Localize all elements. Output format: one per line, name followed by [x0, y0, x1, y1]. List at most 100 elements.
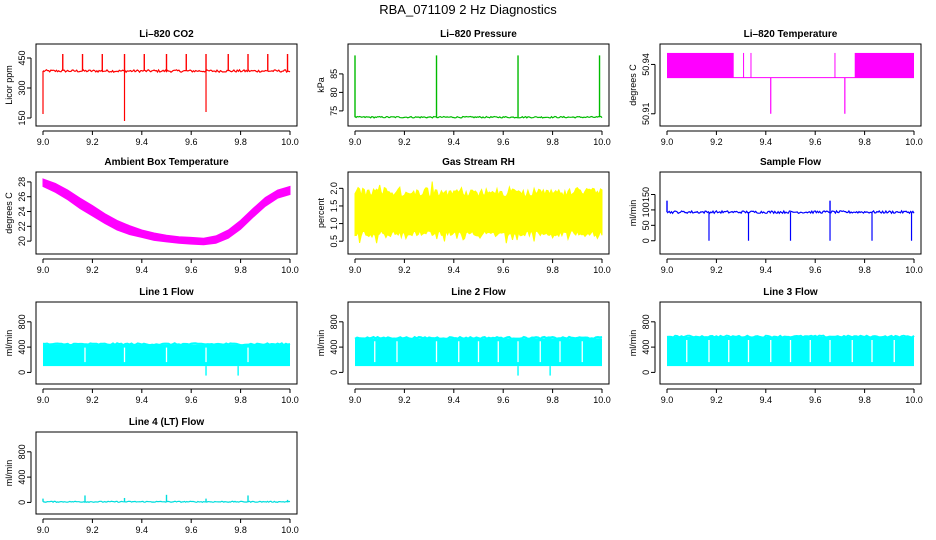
y-axis-label: percent [316, 197, 326, 228]
x-tick-label: 9.8 [858, 137, 871, 147]
x-tick-label: 9.4 [760, 395, 773, 405]
panel-title: Sample Flow [760, 157, 821, 168]
y-tick-label: 400 [329, 340, 339, 355]
x-tick-label: 9.6 [809, 137, 822, 147]
x-axis: 9.0 9.2 9.4 9.6 9.8 10.0 [661, 130, 923, 147]
x-tick-label: 9.8 [234, 137, 247, 147]
panel-3: Li–820 Temperature 9.0 9.2 9.4 9.6 9.8 10.0 50.… [628, 29, 923, 147]
x-tick-label: 9.4 [136, 137, 149, 147]
series-line [666, 209, 915, 215]
panel-8: Line 2 Flow 9.0 9.2 9.4 9.6 9.8 10.0 0 400 800ml/… [316, 287, 611, 405]
panel-2: Li–820 Pressure 9.0 9.2 9.4 9.6 9.8 10.0 75 80 85… [316, 29, 611, 147]
x-tick-label: 9.4 [136, 525, 149, 535]
panel-5-data [354, 181, 603, 244]
x-tick-label: 9.2 [398, 137, 411, 147]
y-tick-label: 1.5 [329, 200, 339, 213]
x-tick-label: 9.4 [760, 137, 773, 147]
x-tick-label: 9.2 [86, 395, 99, 405]
x-axis: 9.0 9.2 9.4 9.6 9.8 10.0 [661, 258, 923, 275]
x-tick-label: 9.6 [497, 265, 510, 275]
plot-frame [35, 431, 298, 515]
plot-frame [659, 171, 922, 255]
panel-6: Sample Flow 9.0 9.2 9.4 9.6 9.8 10.0 0 50 100150m… [628, 157, 923, 275]
series-line [354, 115, 603, 119]
x-tick-label: 9.4 [760, 265, 773, 275]
x-axis: 9.0 9.2 9.4 9.6 9.8 10.0 [349, 388, 611, 405]
y-tick-label: 50.91 [641, 103, 651, 126]
y-tick-label: 0 [641, 238, 651, 243]
x-tick-label: 9.8 [234, 265, 247, 275]
panel-9-data [666, 334, 915, 367]
series-top [42, 342, 291, 347]
y-tick-label: 50 [641, 220, 651, 230]
y-axis-label: Licor ppm [4, 65, 14, 105]
panel-7-data [42, 342, 291, 376]
x-tick-label: 9.8 [546, 265, 559, 275]
x-tick-label: 9.6 [809, 265, 822, 275]
panel-7: Line 1 Flow 9.0 9.2 9.4 9.6 9.8 10.0 0 400 800ml/… [4, 287, 299, 405]
x-tick-label: 9.0 [349, 395, 362, 405]
plot-frame [347, 43, 610, 127]
panel-title: Ambient Box Temperature [104, 157, 229, 168]
x-tick-label: 9.2 [86, 137, 99, 147]
x-tick-label: 9.6 [185, 137, 198, 147]
dense-band [667, 52, 734, 78]
series-band [42, 178, 291, 246]
x-tick-label: 9.0 [37, 395, 50, 405]
x-tick-label: 9.0 [37, 137, 50, 147]
panel-title: Line 3 Flow [763, 287, 818, 298]
x-tick-label: 10.0 [281, 265, 299, 275]
y-tick-label: 2.0 [329, 182, 339, 195]
x-tick-label: 9.0 [37, 265, 50, 275]
panel-6-data [666, 200, 915, 241]
x-tick-label: 9.6 [185, 395, 198, 405]
x-tick-label: 9.2 [710, 265, 723, 275]
x-axis: 9.0 9.2 9.4 9.6 9.8 10.0 [661, 388, 923, 405]
y-axis-label: degrees C [4, 192, 14, 234]
panel-4: Ambient Box Temperature 9.0 9.2 9.4 9.6 9.8 10… [4, 157, 299, 275]
x-tick-label: 9.2 [86, 525, 99, 535]
x-tick-label: 10.0 [281, 525, 299, 535]
y-tick-label: 28 [17, 177, 27, 187]
panel-title: Li–820 Temperature [744, 29, 838, 40]
x-tick-label: 9.6 [185, 265, 198, 275]
dense-band [854, 52, 914, 78]
y-tick-label: 300 [17, 80, 27, 95]
y-tick-label: 80 [329, 87, 339, 97]
x-tick-label: 9.0 [37, 525, 50, 535]
x-tick-label: 9.2 [398, 395, 411, 405]
x-tick-label: 9.0 [349, 265, 362, 275]
plot-frame [347, 171, 610, 255]
x-axis: 9.0 9.2 9.4 9.6 9.8 10.0 [37, 258, 299, 275]
x-tick-label: 9.8 [546, 137, 559, 147]
x-tick-label: 10.0 [281, 137, 299, 147]
y-tick-label: 20 [17, 236, 27, 246]
x-tick-label: 10.0 [593, 137, 611, 147]
x-tick-label: 9.4 [136, 265, 149, 275]
series-band [354, 181, 603, 244]
y-tick-label: 100 [641, 202, 651, 217]
x-tick-label: 9.2 [710, 395, 723, 405]
x-tick-label: 10.0 [281, 395, 299, 405]
y-tick-label: 800 [641, 314, 651, 329]
x-tick-label: 9.8 [234, 395, 247, 405]
series-top [666, 334, 915, 339]
y-tick-label: 800 [329, 314, 339, 329]
panel-1-data [42, 54, 291, 121]
panel-title: Line 1 Flow [139, 287, 194, 298]
y-axis-label: ml/min [4, 330, 14, 357]
panel-10: Line 4 (LT) Flow 9.0 9.2 9.4 9.6 9.8 10.0 0 400 8… [4, 417, 299, 535]
y-tick-label: 400 [17, 340, 27, 355]
x-tick-label: 10.0 [905, 265, 923, 275]
x-tick-label: 9.2 [398, 265, 411, 275]
y-axis-label: ml/min [316, 330, 326, 357]
panel-title: Li–820 CO2 [139, 29, 194, 40]
y-axis-label: degrees C [628, 64, 638, 106]
